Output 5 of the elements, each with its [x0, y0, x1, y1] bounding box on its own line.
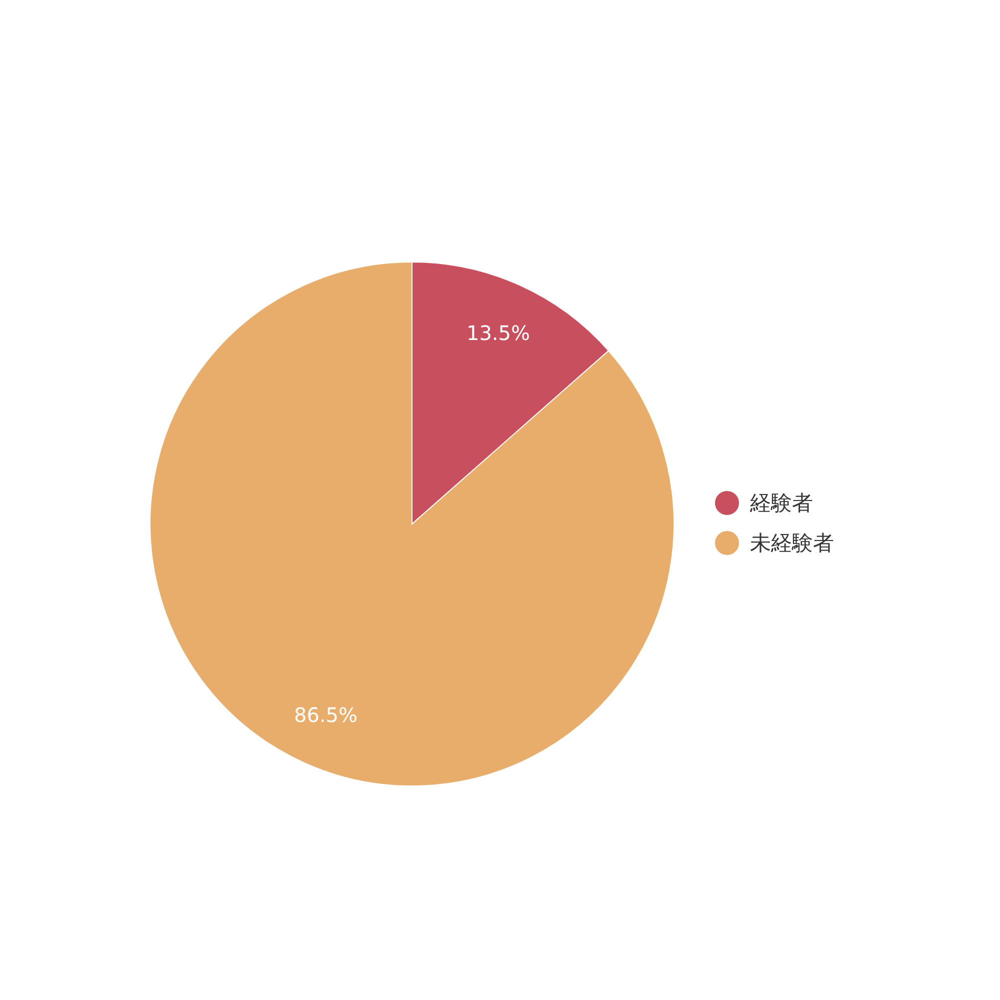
data-label: 86.5%	[294, 703, 358, 728]
data-label: 13.5%	[466, 320, 530, 345]
legend-label: 未経験者	[750, 531, 834, 555]
legend-label: 経験者	[749, 491, 813, 515]
pie-slice	[150, 262, 674, 786]
